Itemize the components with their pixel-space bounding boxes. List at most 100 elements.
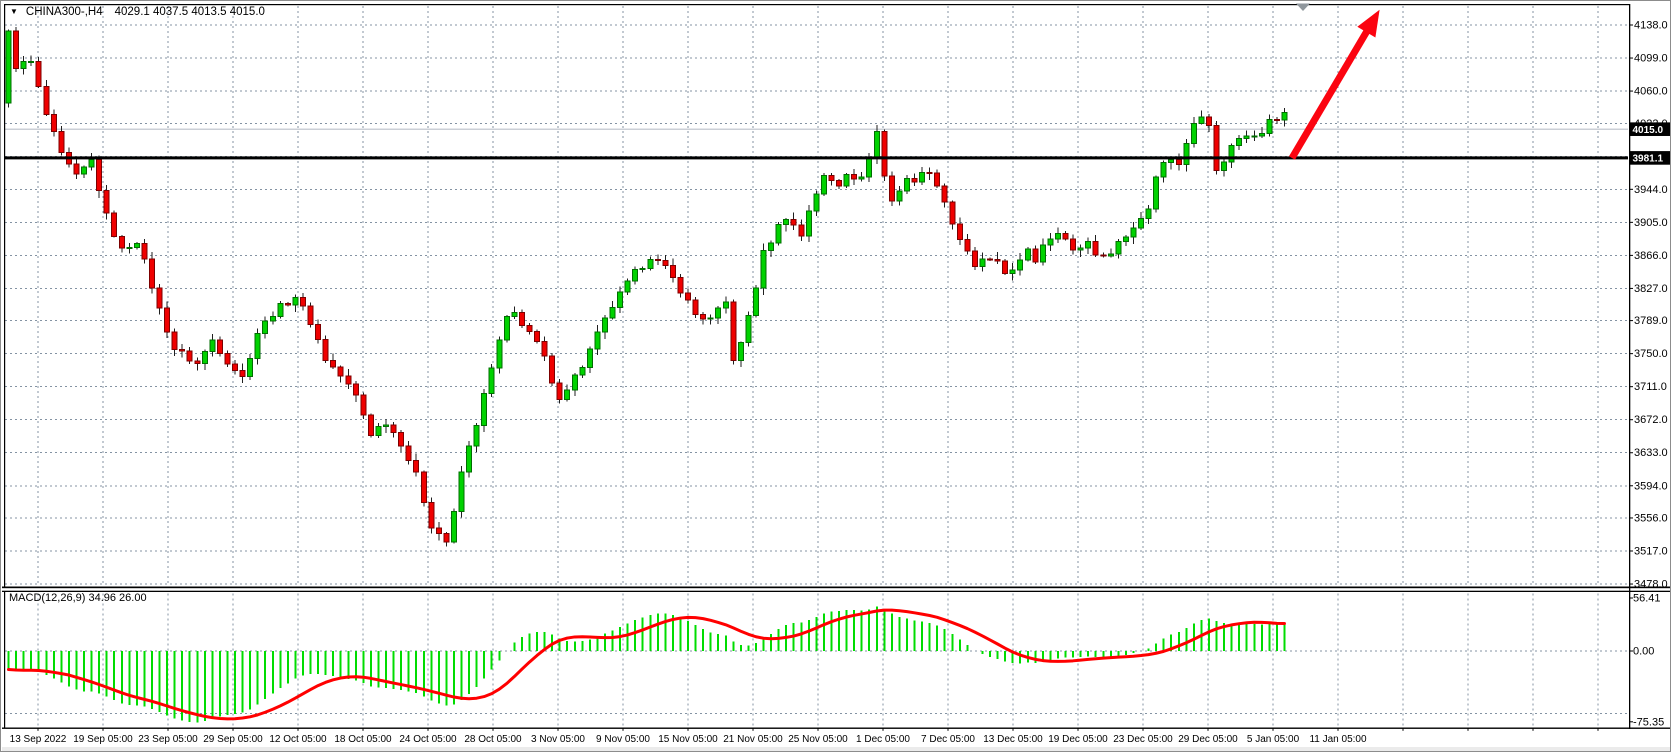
panel-border bbox=[4, 4, 6, 587]
candle-body bbox=[375, 426, 382, 436]
candle-body bbox=[987, 258, 993, 261]
time-axis-tick bbox=[947, 727, 949, 731]
candle-body bbox=[556, 382, 563, 401]
candle-body bbox=[707, 317, 714, 320]
candle-body bbox=[1205, 116, 1212, 126]
candle-body bbox=[836, 179, 842, 187]
macd-tick-label: 56.41 bbox=[1633, 593, 1661, 605]
candle-body bbox=[1017, 259, 1024, 271]
panel-border bbox=[2, 586, 1670, 589]
trend-arrow-object[interactable] bbox=[1288, 19, 1376, 160]
time-axis-tick bbox=[817, 727, 819, 731]
candle-body bbox=[873, 130, 880, 158]
candle-body bbox=[345, 375, 352, 385]
candle-body bbox=[307, 305, 314, 325]
current-price-badge-label: 4015.0 bbox=[1633, 125, 1664, 136]
candle-body bbox=[337, 366, 344, 377]
price-hline-object[interactable] bbox=[5, 156, 1628, 160]
candle-body bbox=[88, 158, 95, 168]
candle-body bbox=[639, 267, 646, 270]
chart-dropdown-icon[interactable]: ▼ bbox=[10, 7, 18, 16]
candle-body bbox=[798, 224, 805, 237]
candle-body bbox=[496, 339, 503, 369]
price-tick bbox=[1629, 419, 1633, 421]
candle-body bbox=[224, 353, 231, 365]
candle-body bbox=[284, 303, 291, 306]
price-tick-label: 3478.0 bbox=[1634, 579, 1668, 591]
time-axis-label: 24 Oct 05:00 bbox=[399, 734, 457, 745]
panel-border bbox=[1629, 4, 1631, 729]
time-axis-tick bbox=[1142, 727, 1144, 731]
candle-body bbox=[1107, 253, 1114, 257]
candle-body bbox=[247, 357, 254, 377]
macd-tick-label: -75.35 bbox=[1633, 716, 1664, 728]
price-tick bbox=[1629, 353, 1633, 355]
price-tick-label: 3789.0 bbox=[1634, 315, 1668, 327]
ohlc-values-label: 4029.1 4037.5 4013.5 4015.0 bbox=[114, 6, 265, 18]
candle-body bbox=[685, 292, 691, 301]
time-axis-label: 23 Dec 05:00 bbox=[1113, 734, 1173, 745]
candle-body bbox=[722, 301, 729, 309]
candle-body bbox=[1145, 208, 1152, 219]
candle-body bbox=[390, 424, 397, 433]
candle-body bbox=[1228, 145, 1235, 163]
time-axis-label: 11 Jan 05:00 bbox=[1309, 734, 1367, 745]
time-axis-tick bbox=[557, 727, 559, 731]
candle-body bbox=[481, 393, 488, 427]
candle-body bbox=[534, 330, 540, 343]
candle-body bbox=[1054, 233, 1061, 240]
price-tick bbox=[1629, 254, 1633, 256]
candle-body bbox=[518, 312, 525, 326]
candle-body bbox=[594, 331, 601, 350]
trend-arrow-head[interactable] bbox=[1357, 9, 1380, 38]
candle-body bbox=[133, 242, 140, 249]
candle-body bbox=[549, 355, 556, 384]
candle-body bbox=[1009, 269, 1016, 274]
macd-signal-line bbox=[7, 608, 1286, 721]
candle-body bbox=[232, 363, 238, 371]
candle-body bbox=[692, 299, 699, 316]
candle-body bbox=[790, 219, 797, 226]
candle-body bbox=[254, 333, 261, 359]
time-axis-label: 9 Nov 05:00 bbox=[596, 734, 650, 745]
candle-body bbox=[435, 527, 442, 535]
time-axis-tick bbox=[752, 727, 754, 731]
time-axis-tick bbox=[1532, 727, 1534, 731]
candle-body bbox=[752, 287, 759, 316]
candle-body bbox=[13, 30, 20, 70]
candle-body bbox=[979, 258, 986, 267]
candle-body bbox=[201, 350, 208, 365]
symbol-period-label: CHINA300-,H4 bbox=[25, 6, 103, 18]
candle-body bbox=[1243, 135, 1250, 139]
candle-body bbox=[903, 177, 910, 192]
panel-border bbox=[2, 590, 1670, 592]
candle-body bbox=[262, 320, 269, 335]
time-axis-tick bbox=[1207, 727, 1209, 731]
candle-body bbox=[820, 175, 827, 195]
chart-shift-marker[interactable] bbox=[1296, 3, 1310, 12]
time-axis-label: 29 Sep 05:00 bbox=[203, 734, 263, 745]
candle-body bbox=[511, 312, 518, 318]
candle-body bbox=[760, 250, 767, 289]
candle-body bbox=[934, 172, 941, 187]
candle-body bbox=[1138, 217, 1144, 229]
time-axis-tick bbox=[492, 727, 494, 731]
time-axis-label: 21 Nov 05:00 bbox=[723, 734, 783, 745]
macd-tick-label: 0.00 bbox=[1633, 646, 1654, 658]
candle-body bbox=[1198, 116, 1205, 124]
time-axis-label: 19 Sep 05:00 bbox=[73, 734, 133, 745]
time-axis-label: 18 Oct 05:00 bbox=[334, 734, 392, 745]
candle-body bbox=[715, 307, 722, 319]
price-tick bbox=[1629, 287, 1633, 289]
price-tick bbox=[1629, 517, 1633, 519]
candle-body bbox=[911, 177, 918, 183]
candle-body bbox=[700, 314, 707, 320]
price-tick bbox=[1629, 221, 1633, 223]
candle-body bbox=[571, 374, 578, 391]
time-axis-tick bbox=[1272, 727, 1274, 731]
time-axis-tick bbox=[1467, 727, 1469, 731]
candle-body bbox=[450, 511, 457, 543]
price-tick bbox=[1629, 90, 1633, 92]
candle-body bbox=[1032, 248, 1039, 263]
